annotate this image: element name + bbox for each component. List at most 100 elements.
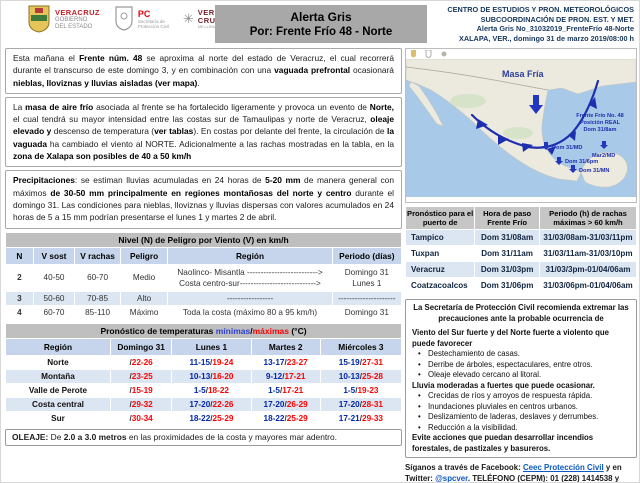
alert-subtitle: Por: Frente Frío 48 - Norte [249, 25, 393, 38]
temp-max: 23-25 [131, 371, 153, 381]
position-arrow-icon [600, 141, 608, 149]
cell-temp: 13-17/23-27 [250, 354, 321, 370]
temp-min: 10-13 [338, 371, 360, 381]
table-row: Tampico Dom 31/08am 31/03/08am-31/03/11p… [404, 229, 638, 246]
minimas-label: mínimas [215, 325, 251, 336]
org-line: CENTRO DE ESTUDIOS Y PRON. METEOROLÓGICO… [447, 5, 634, 14]
alert-title: Alerta Gris [290, 9, 352, 24]
front-label-line: Frente Frío No. 48 [576, 113, 624, 119]
temp-sep: / [210, 371, 213, 381]
col-header-region: Región [5, 337, 111, 356]
twitter-link[interactable]: @spcver [435, 474, 468, 483]
temp-min: 18-22 [263, 413, 285, 423]
temp-max: 16-20 [212, 371, 234, 381]
paragraph-front-approach: Esta mañana el Frente núm. 48 se aproxim… [5, 48, 402, 94]
temp-min: 10-13 [189, 371, 211, 381]
front-position-map: Masa Fría Frente Frío No. 48 Posición RE… [405, 48, 637, 203]
col-header-region: Región [167, 246, 333, 265]
header-logos: VERACRUZ GOBIERNO DEL ESTADO PC Secretar… [27, 5, 242, 33]
front-label-line: Dom 31/8am [584, 127, 617, 133]
temperature-forecast-table: Pronóstico de temperaturas mínimas / máxim… [5, 322, 403, 426]
cell-region: Naolinco- Misantla ---------------------… [167, 263, 333, 292]
cell-temp: 15-19/27-31 [319, 354, 403, 370]
temp-sep: / [359, 399, 363, 409]
logo-title: VERA [197, 8, 221, 17]
cell-temp: 1-5/18-22 [171, 382, 252, 398]
masa-fria-label: Masa Fría [502, 69, 545, 79]
cell-periodo: --------------------- [331, 290, 403, 306]
cell-vsost: 40-50 [32, 263, 76, 292]
temp-sep: / [210, 413, 213, 423]
col-header-day: Martes 2 [250, 337, 321, 356]
cell-region: Toda la costa (máximo 80 a 95 km/h) [167, 304, 333, 320]
cell-port: Veracruz [404, 261, 476, 278]
table-row: Coatzacoalcos Dom 31/06pm 31/03/06pm-01/… [404, 277, 638, 294]
temp-sep: / [129, 413, 132, 423]
position-arrow-icon [555, 157, 563, 165]
list-item: Reducción a la visibilidad. [418, 423, 630, 434]
periodo-line: Domingo 31 [344, 267, 389, 277]
list-item: Destechamiento de casas. [418, 349, 630, 360]
maximas-label: máximas [252, 325, 289, 336]
cell-port: Tampico [404, 229, 476, 246]
front-barb-icon [498, 135, 509, 145]
col-header-vsost: V sost [32, 246, 76, 265]
periodo-line: Lunes 1 [352, 278, 382, 288]
cell-temp: /30-34 [109, 410, 173, 426]
recommendations-intro: La Secretaría de Protección Civil recomi… [413, 303, 629, 323]
temp-max: 25-28 [362, 371, 383, 381]
cell-port: Coatzacoalcos [404, 277, 476, 294]
temp-sep: / [205, 385, 208, 395]
mini-sunburst-icon [441, 51, 447, 57]
col-header-day: Lunes 1 [171, 337, 252, 356]
ports-passage-table: Pronóstico para el puerto de Hora de pas… [404, 206, 638, 294]
table-header-row: Pronóstico para el puerto de Hora de pas… [404, 206, 638, 230]
temp-max: 28-31 [362, 399, 383, 409]
cold-air-arrow-icon [529, 95, 543, 114]
temp-sep: / [129, 385, 132, 395]
paragraph-air-mass: La masa de aire frío asociada al frente … [5, 96, 402, 168]
rain-hazard-heading: Lluvia moderadas a fuertes que puede oca… [412, 380, 595, 390]
cell-temp: /23-25 [109, 368, 173, 384]
cell-periodo: Domingo 31 [331, 304, 403, 320]
table-title-row: Nivel (N) de Peligro por Viento (V) en k… [5, 231, 402, 248]
cell-temp: 1-5/17-21 [250, 382, 321, 398]
temp-sep: / [210, 399, 213, 409]
cell-temp: 11-15/19-24 [171, 354, 252, 370]
col-header-periodo: Periodo (h) de rachas máximas > 60 km/h [538, 206, 638, 230]
facebook-link[interactable]: Ceec Protección Civil [522, 463, 604, 472]
cell-periodo: Domingo 31 Lunes 1 [331, 263, 403, 292]
footer-text: Síganos a través de Facebook: [405, 463, 523, 472]
cell-periodo: 31/03/06pm-01/04/06am [538, 277, 638, 294]
footer-phone: . TELÉFONO (CEPM): 01 (228) 1414538 y 14… [467, 474, 620, 483]
title-text: Pronóstico de temperaturas [100, 325, 216, 336]
title-text: (°C) [288, 325, 307, 336]
temp-sep: / [359, 413, 363, 423]
list-item: Deslizamiento de laderas, deslaves y der… [418, 412, 630, 423]
cell-periodo: 31/03/11am-31/03/10pm [538, 245, 638, 262]
temp-min: 1-5 [268, 385, 280, 395]
col-header-periodo: Periodo (días) [331, 246, 403, 265]
cell-temp: 17-20/22-26 [171, 396, 252, 412]
temp-max: 17-21 [282, 385, 304, 395]
temp-max: 27-31 [362, 357, 383, 367]
sunburst-icon: ✳ [182, 11, 194, 26]
col-header-vrachas: V rachas [74, 246, 121, 265]
baja-peninsula [408, 81, 444, 127]
wind-danger-table: Nivel (N) de Peligro por Viento (V) en k… [5, 231, 403, 320]
veracruz-coat-of-arms-icon [28, 5, 50, 33]
table-row: Tuxpan Dom 31/11am 31/03/11am-31/03/10pm [404, 245, 638, 262]
front-barb-icon [476, 119, 488, 129]
cell-vrachas: 85-110 [74, 304, 121, 320]
table-row: Valle de Perote /15-19 1-5/18-22 1-5/17-… [5, 382, 403, 398]
logo-title: CRUZ [197, 15, 221, 25]
temp-sep: / [129, 371, 132, 381]
temp-max: 26-29 [286, 399, 308, 409]
logo-title: PC [137, 8, 151, 19]
org-line: XALAPA, VER., domingo 31 de marzo 2019/0… [458, 33, 634, 43]
cell-temp: 17-20/26-29 [250, 396, 321, 412]
org-line: SUBCOORDINACIÓN DE PRON. EST. Y MET. [480, 14, 634, 24]
proteccion-civil-logo: PC Secretaría de Protección Civil [114, 6, 169, 32]
org-line: Alerta Gris No_31032019_FrenteFrío 48-No… [476, 24, 634, 34]
col-header-port: Pronóstico para el puerto de [404, 206, 476, 230]
